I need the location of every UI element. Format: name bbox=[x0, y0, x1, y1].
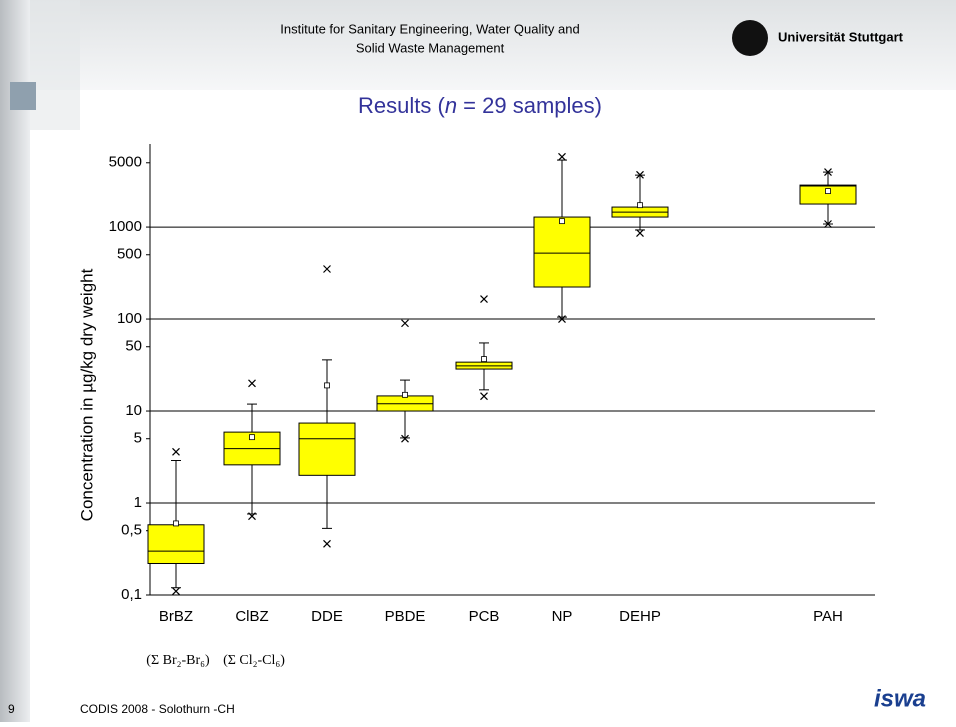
mean-marker bbox=[637, 202, 643, 209]
header-line: Institute for Sanitary Engineering, Wate… bbox=[280, 21, 579, 36]
side-strip bbox=[0, 0, 30, 722]
corner-decoration bbox=[30, 0, 80, 130]
min-marker bbox=[824, 220, 832, 228]
mean-marker bbox=[559, 218, 565, 225]
max-marker bbox=[636, 170, 644, 179]
x-tick-label: PBDE bbox=[385, 608, 426, 625]
max-marker bbox=[248, 379, 256, 388]
mean-marker bbox=[481, 356, 487, 362]
title-part: n bbox=[445, 93, 457, 118]
mean-marker bbox=[249, 434, 255, 441]
plot: 0,1 0,5 1 5 10 50 100 500 1000 5000 BrBZ (Σ Br₂-Br₆… bbox=[109, 144, 875, 668]
university-name: Universität Stuttgart bbox=[778, 29, 904, 44]
footer-logo: iswa bbox=[874, 685, 926, 712]
x-tick-label: DEHP bbox=[619, 608, 661, 625]
page-number: 9 bbox=[8, 702, 15, 716]
y-tick-label: 1000 bbox=[109, 218, 142, 235]
category-note: (Σ Cl₂-Cl₆) bbox=[223, 653, 285, 668]
y-tick-label: 5000 bbox=[109, 154, 142, 171]
y-tick-label: 1 bbox=[134, 494, 142, 511]
x-tick-label: DDE bbox=[311, 608, 343, 625]
y-tick-label: 5 bbox=[134, 430, 142, 447]
title-part: Results ( bbox=[358, 93, 445, 118]
min-marker bbox=[323, 539, 331, 548]
header-band bbox=[0, 0, 956, 90]
y-tick-label: 0,1 bbox=[121, 586, 142, 603]
mean-marker bbox=[402, 391, 408, 398]
header-line: Solid Waste Management bbox=[356, 40, 505, 55]
min-marker bbox=[401, 434, 409, 443]
max-marker bbox=[323, 265, 331, 273]
footer-text: CODIS 2008 - Solothurn -CH bbox=[80, 702, 235, 716]
university-logo bbox=[732, 20, 768, 56]
y-tick-label: 0,5 bbox=[121, 522, 142, 539]
y-axis-label: Concentration in µg/kg dry weight bbox=[77, 268, 96, 521]
y-tick-label: 10 bbox=[125, 402, 142, 419]
max-marker bbox=[480, 295, 488, 303]
x-tick-label: ClBZ bbox=[235, 608, 268, 625]
max-marker bbox=[558, 152, 566, 161]
max-marker bbox=[401, 319, 409, 328]
mean-marker bbox=[173, 520, 179, 527]
mean-marker bbox=[825, 188, 831, 195]
min-marker bbox=[248, 512, 256, 521]
box bbox=[533, 216, 591, 288]
min-marker bbox=[636, 229, 644, 238]
x-tick-label: PAH bbox=[813, 608, 843, 625]
min-marker bbox=[558, 315, 566, 323]
x-tick-label: PCB bbox=[469, 608, 500, 625]
max-marker bbox=[172, 447, 180, 456]
min-marker bbox=[172, 587, 180, 596]
box bbox=[147, 524, 205, 565]
slide-title: Results (n = 29 samples) bbox=[358, 93, 602, 118]
title-part: = 29 samples) bbox=[457, 93, 602, 118]
box bbox=[298, 422, 356, 476]
corner-image bbox=[10, 82, 36, 110]
y-tick-label: 50 bbox=[125, 338, 142, 355]
x-tick-label: NP bbox=[552, 608, 573, 625]
box bbox=[799, 184, 857, 205]
x-tick-label: BrBZ bbox=[159, 608, 193, 625]
y-tick-label: 500 bbox=[117, 246, 142, 263]
y-tick-label: 100 bbox=[117, 310, 142, 327]
max-marker bbox=[824, 168, 832, 177]
min-marker bbox=[480, 392, 488, 401]
category-note: (Σ Br₂-Br₆) bbox=[146, 653, 210, 668]
mean-marker bbox=[324, 382, 330, 389]
